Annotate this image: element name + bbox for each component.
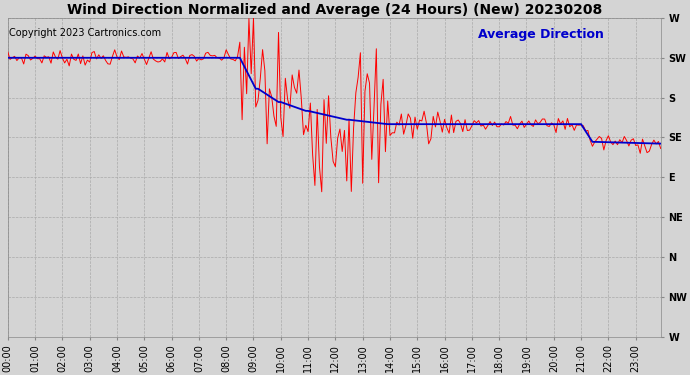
Text: Copyright 2023 Cartronics.com: Copyright 2023 Cartronics.com [9, 27, 161, 38]
Title: Wind Direction Normalized and Average (24 Hours) (New) 20230208: Wind Direction Normalized and Average (2… [67, 3, 602, 17]
Text: Average Direction: Average Direction [478, 27, 604, 40]
